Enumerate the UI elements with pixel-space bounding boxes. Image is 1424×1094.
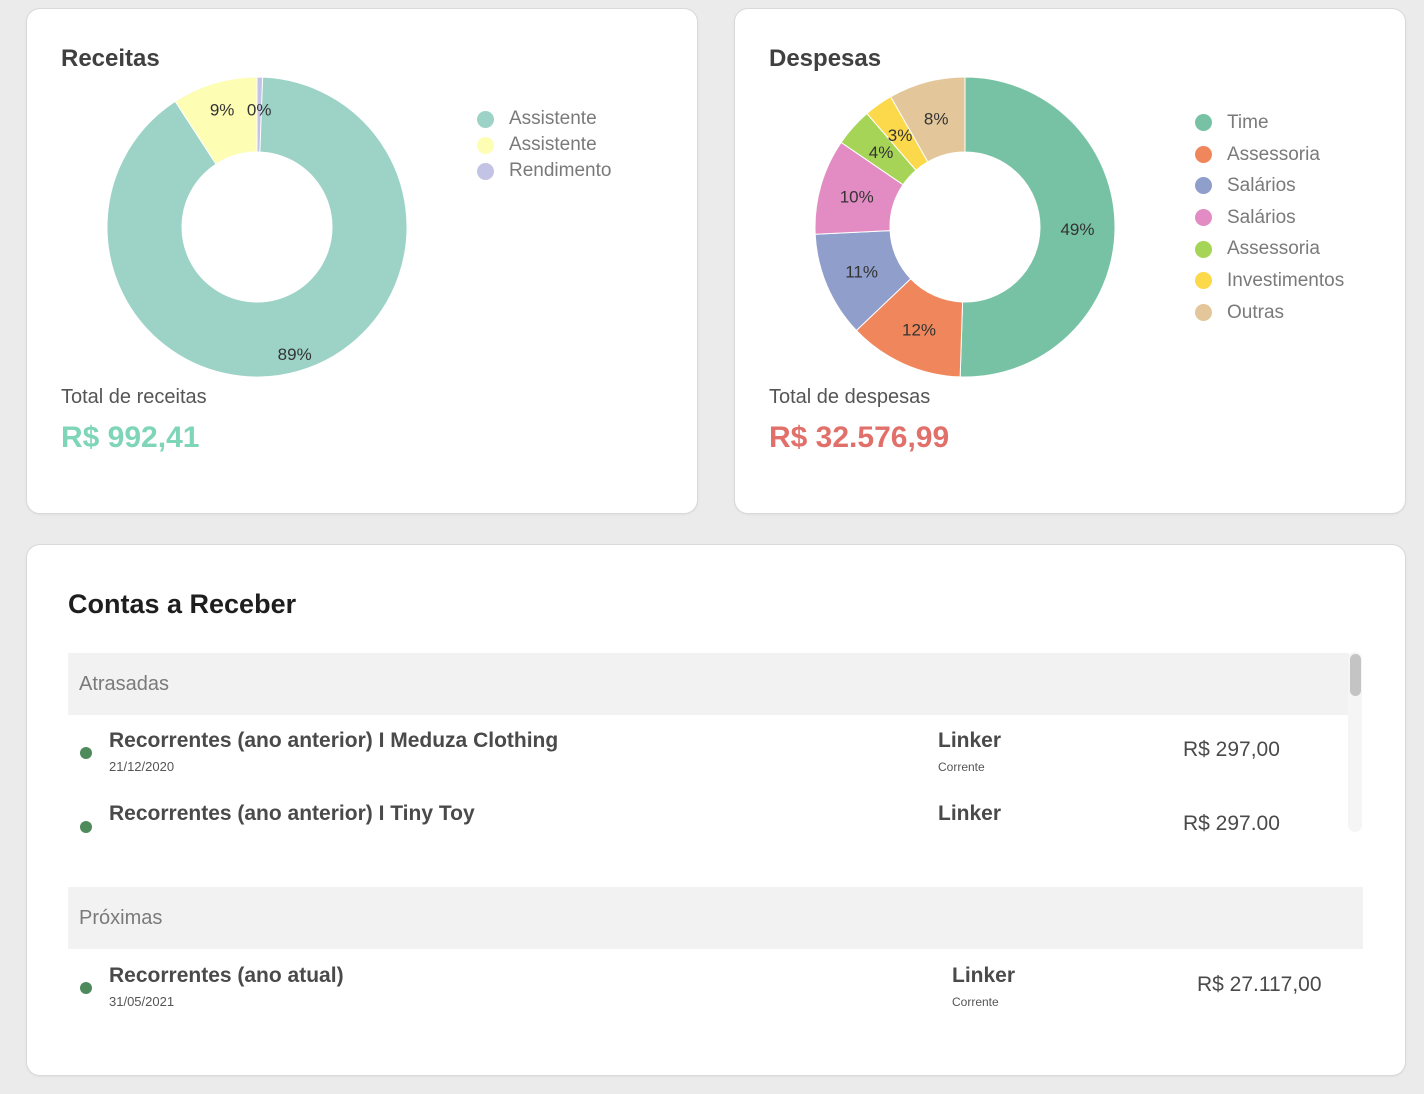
- legend-item[interactable]: Assistente: [477, 132, 611, 158]
- receitas-card: Receitas 89% 9% 0% Assistente Assistente R…: [26, 8, 698, 514]
- donut-slice-1[interactable]: [107, 77, 407, 377]
- list-item[interactable]: Recorrentes (ano anterior) I Meduza Clot…: [68, 729, 1349, 789]
- legend-dot-icon: [477, 162, 494, 180]
- status-dot-icon: [80, 821, 92, 833]
- receitas-total-value: R$ 992,41: [61, 421, 200, 454]
- legend-dot-icon: [1195, 145, 1212, 163]
- receitas-donut-chart: 89% 9% 0%: [107, 77, 407, 377]
- legend-item[interactable]: Investimentos: [1195, 265, 1344, 297]
- item-account-type: Corrente: [938, 760, 985, 774]
- donut-slice-label: 4%: [869, 143, 894, 162]
- legend-label: Salários: [1227, 206, 1296, 228]
- contas-a-receber-card: Contas a Receber Atrasadas Recorrentes (…: [26, 544, 1406, 1076]
- scrollbar-thumb[interactable]: [1350, 654, 1361, 696]
- legend-item[interactable]: Salários: [1195, 202, 1344, 234]
- legend-dot-icon: [1195, 114, 1212, 132]
- list-item[interactable]: Recorrentes (ano anterior) I Tiny Toy Li…: [68, 802, 1349, 862]
- item-account: Linker: [952, 964, 1016, 987]
- item-title: Recorrentes (ano anterior) I Meduza Clot…: [109, 729, 559, 752]
- donut-slice-label: 9%: [210, 101, 235, 120]
- legend-dot-icon: [1195, 240, 1212, 258]
- legend-label: Assessoria: [1227, 238, 1320, 260]
- despesas-title: Despesas: [769, 45, 882, 72]
- legend-label: Assessoria: [1227, 143, 1320, 165]
- legend-dot-icon: [477, 110, 494, 128]
- legend-label: Salários: [1227, 175, 1296, 197]
- donut-slice-7[interactable]: [890, 77, 966, 163]
- item-title: Recorrentes (ano anterior) I Tiny Toy: [109, 802, 475, 825]
- despesas-legend: Time Assessoria Salários Salários Assess…: [1195, 107, 1344, 328]
- item-account-type: Corrente: [952, 995, 999, 1009]
- donut-slice-label: 12%: [902, 321, 936, 340]
- legend-label: Outras: [1227, 301, 1285, 323]
- despesas-donut-chart: 49% 12% 11% 10% 4%3% 8%: [815, 77, 1115, 377]
- legend-dot-icon: [1195, 272, 1212, 290]
- contas-title: Contas a Receber: [68, 589, 297, 619]
- receitas-legend: Assistente Assistente Rendimento: [477, 106, 611, 184]
- item-account: Linker: [938, 802, 1002, 825]
- receitas-total-label: Total de receitas: [61, 386, 207, 408]
- legend-item[interactable]: Outras: [1195, 297, 1344, 329]
- legend-label: Time: [1227, 112, 1269, 133]
- legend-item[interactable]: Time: [1195, 107, 1344, 139]
- legend-dot-icon: [1195, 177, 1212, 195]
- legend-label: Investimentos: [1227, 269, 1345, 291]
- despesas-total-value: R$ 32.576,99: [769, 421, 950, 454]
- legend-dot-icon: [1195, 209, 1212, 227]
- legend-item[interactable]: Salários: [1195, 170, 1344, 202]
- legend-item[interactable]: Assessoria: [1195, 233, 1344, 265]
- legend-label: Assistente: [509, 134, 597, 155]
- item-date: 21/12/2020: [109, 759, 175, 774]
- donut-slice-label: 11%: [845, 262, 878, 281]
- item-title: Recorrentes (ano atual): [109, 964, 344, 987]
- legend-item[interactable]: Assessoria: [1195, 139, 1344, 171]
- item-amount: R$ 27.117,00: [1197, 973, 1322, 996]
- donut-slice-3[interactable]: [256, 77, 264, 153]
- status-dot-icon: [80, 747, 92, 759]
- donut-slice-label: 10%: [840, 187, 874, 206]
- legend-dot-icon: [1195, 303, 1212, 321]
- item-amount: R$ 297.00: [1183, 812, 1280, 835]
- donut-slice-label: 3%: [888, 126, 913, 145]
- section-proximas-header: Próximas: [68, 887, 1363, 949]
- legend-item[interactable]: Assistente: [477, 106, 611, 132]
- status-dot-icon: [80, 982, 92, 994]
- donut-slice-label: 0%: [247, 101, 272, 120]
- donut-slice-1[interactable]: [959, 77, 1115, 377]
- despesas-total-label: Total de despesas: [769, 386, 931, 408]
- legend-label: Assistente: [509, 108, 597, 129]
- item-amount: R$ 297,00: [1183, 738, 1280, 761]
- donut-slice-label: 49%: [1060, 220, 1094, 239]
- item-date: 31/05/2021: [109, 994, 175, 1009]
- legend-label: Rendimento: [509, 160, 612, 181]
- despesas-card: Despesas 49% 12% 11% 10% 4% 3% 8% Time Assesso…: [734, 8, 1406, 514]
- scrollbar-track[interactable]: [1348, 652, 1362, 832]
- item-account: Linker: [938, 729, 1002, 752]
- legend-dot-icon: [477, 136, 494, 154]
- legend-item[interactable]: Rendimento: [477, 158, 611, 184]
- receitas-title: Receitas: [61, 45, 160, 72]
- section-atrasadas-header: Atrasadas: [68, 653, 1349, 715]
- list-item[interactable]: Recorrentes (ano atual) 31/05/2021 Linke…: [68, 964, 1363, 1024]
- donut-slice-label: 89%: [278, 345, 312, 364]
- donut-slice-label: 8%: [924, 109, 949, 128]
